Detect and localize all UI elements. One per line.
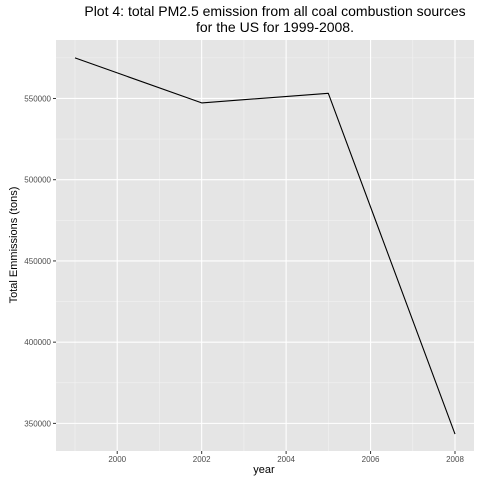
chart-title-line-2: for the US for 1999-2008. bbox=[196, 19, 354, 35]
grid-major bbox=[56, 40, 474, 451]
plot-panel bbox=[56, 40, 474, 451]
x-tick-label: 2006 bbox=[362, 455, 380, 464]
y-axis-title: Total Emmissions (tons) bbox=[8, 187, 20, 304]
grid-minor bbox=[56, 40, 474, 451]
y-tick-label: 450000 bbox=[24, 257, 51, 266]
x-tick-label: 2008 bbox=[446, 455, 464, 464]
x-tick-label: 2000 bbox=[108, 455, 126, 464]
y-tick-label: 550000 bbox=[24, 94, 51, 103]
x-axis-title: year bbox=[253, 464, 275, 476]
y-axis-ticks: 350000 400000 450000 500000 550000 bbox=[24, 94, 56, 428]
chart-title-line-1: Plot 4: total PM2.5 emission from all co… bbox=[84, 3, 465, 19]
x-tick-label: 2002 bbox=[193, 455, 211, 464]
x-tick-label: 2004 bbox=[277, 455, 295, 464]
x-axis-ticks: 2000 2002 2004 2006 2008 bbox=[108, 451, 464, 464]
y-tick-label: 400000 bbox=[24, 338, 51, 347]
y-tick-label: 500000 bbox=[24, 176, 51, 185]
y-tick-label: 350000 bbox=[24, 419, 51, 428]
series bbox=[74, 57, 456, 435]
series-line bbox=[74, 57, 456, 435]
